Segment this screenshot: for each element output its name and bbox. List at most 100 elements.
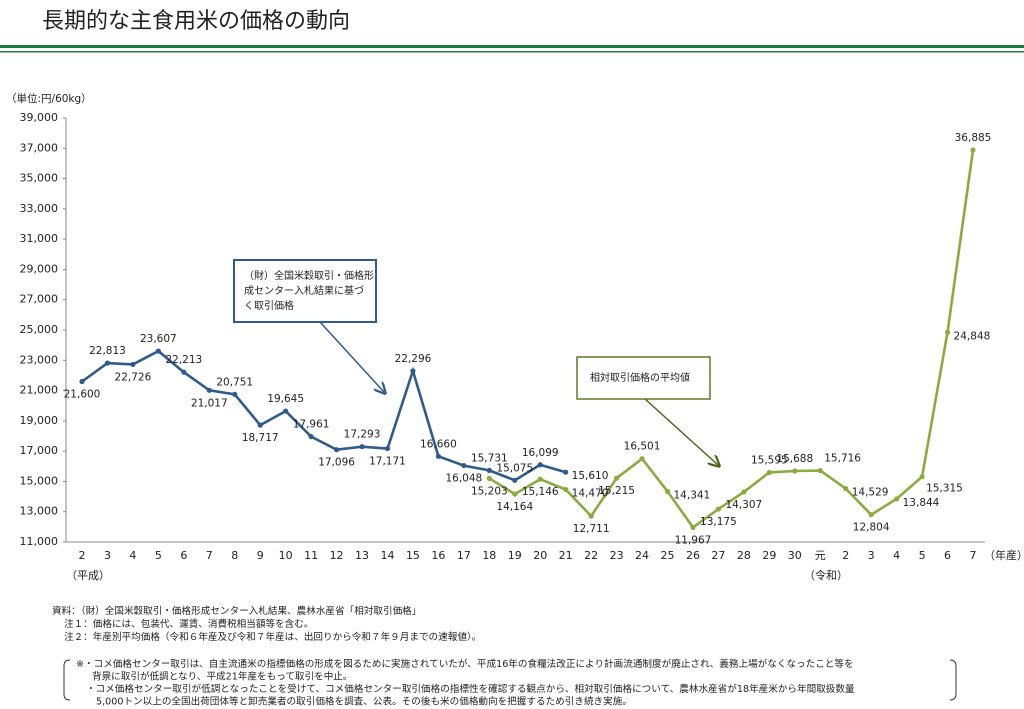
data-point <box>588 513 594 519</box>
x-tick-label: 3 <box>868 549 875 562</box>
value-label: 15,215 <box>598 485 635 497</box>
annotation-arrow <box>319 321 384 392</box>
value-label: 14,307 <box>726 499 763 511</box>
value-label: 17,171 <box>369 456 406 468</box>
value-label: 21,017 <box>191 397 228 409</box>
x-tick-label: 5 <box>155 549 162 562</box>
data-point <box>715 506 722 512</box>
y-tick-label: 31,000 <box>20 232 59 245</box>
era-label: （令和） <box>804 568 848 582</box>
data-point <box>919 474 925 480</box>
remark: ・コメ価格センター取引が低調となったことを受けて、コメ価格センター取引価格の指標… <box>86 683 855 695</box>
unit-label: （単位:円/60kg） <box>6 92 92 105</box>
y-tick-label: 29,000 <box>20 262 59 275</box>
data-point <box>155 348 161 354</box>
data-point <box>130 361 136 368</box>
x-tick-label: 3 <box>104 549 111 562</box>
data-point <box>563 469 569 475</box>
value-label: 17,961 <box>293 419 330 431</box>
x-tick-label: 元 <box>815 549 826 562</box>
value-label: 15,610 <box>572 470 609 482</box>
value-label: 12,711 <box>573 523 610 535</box>
data-point <box>486 467 492 473</box>
x-unit: （年産） <box>984 548 1024 562</box>
x-tick-label: 15 <box>406 549 420 562</box>
value-label: 13,175 <box>700 516 737 528</box>
y-tick-label: 17,000 <box>20 444 59 457</box>
value-label: 16,048 <box>445 473 482 485</box>
x-tick-label: 30 <box>788 549 802 562</box>
y-tick-label: 11,000 <box>20 535 59 548</box>
x-tick-label: 23 <box>610 549 624 562</box>
value-label: 13,844 <box>903 497 940 509</box>
x-tick-label: 14 <box>380 549 394 562</box>
data-point <box>384 445 391 452</box>
x-tick-label: 7 <box>970 549 977 562</box>
x-tick-label: 2 <box>842 549 849 562</box>
era-label: （平成） <box>66 569 110 582</box>
x-tick-label: 4 <box>893 549 900 562</box>
value-label: 15,075 <box>496 462 533 474</box>
y-tick-label: 37,000 <box>20 141 59 154</box>
value-label: 15,595 <box>751 454 788 466</box>
x-tick-label: 25 <box>661 549 675 562</box>
data-point <box>308 433 314 440</box>
value-label: 20,751 <box>216 376 253 388</box>
data-point <box>537 462 543 468</box>
data-point <box>741 489 747 495</box>
y-tick-label: 19,000 <box>20 414 59 427</box>
remark: 5,000トン以上の全国出荷団体等と卸売業者の取引価格を調査、公表。その後も米の… <box>96 696 632 708</box>
data-point <box>333 447 340 453</box>
value-label: 15,716 <box>824 453 861 465</box>
data-point <box>257 422 263 428</box>
x-tick-label: 2 <box>79 549 86 562</box>
source-note: 注２：年産別平均価格（令和６年産及び令和７年産は、出回りから令和７年９月までの速… <box>64 631 481 643</box>
value-label: 14,470 <box>572 487 609 499</box>
value-label: 15,688 <box>776 453 813 465</box>
data-point <box>181 369 187 375</box>
x-tick-label: 8 <box>231 549 238 562</box>
value-label: 15,315 <box>926 483 963 495</box>
x-tick-label: 7 <box>206 549 213 562</box>
value-label: 16,099 <box>522 447 559 459</box>
value-label: 16,660 <box>420 438 457 450</box>
y-tick-label: 23,000 <box>20 353 59 366</box>
x-tick-label: 11 <box>304 549 318 562</box>
data-point <box>690 524 696 530</box>
value-label: 16,501 <box>624 441 661 453</box>
value-label: 17,096 <box>318 457 355 469</box>
data-point <box>79 378 85 385</box>
data-point <box>410 368 416 374</box>
value-label: 18,717 <box>242 432 279 444</box>
source-note: 注１：価格には、包装代、運賃、消費税相当額等を含む。 <box>64 618 313 630</box>
x-tick-label: 26 <box>686 549 700 562</box>
value-label: 15,203 <box>471 485 508 497</box>
title-rule <box>0 51 1024 53</box>
x-tick-label: 4 <box>129 549 136 562</box>
value-label: 14,529 <box>852 487 889 499</box>
value-label: 23,607 <box>140 333 177 345</box>
data-point <box>944 329 951 335</box>
value-label: 11,967 <box>675 534 712 546</box>
y-tick-label: 25,000 <box>20 323 59 336</box>
data-point <box>817 467 823 474</box>
data-point <box>563 486 569 493</box>
x-tick-label: 22 <box>584 549 598 562</box>
x-tick-label: 6 <box>180 549 187 562</box>
y-tick-label: 39,000 <box>20 111 59 124</box>
data-point <box>970 147 976 153</box>
value-label: 21,600 <box>64 388 101 400</box>
data-point <box>664 488 671 495</box>
value-label: 19,645 <box>267 393 304 405</box>
x-tick-label: 16 <box>431 549 445 562</box>
data-point <box>104 360 111 366</box>
data-point <box>843 485 849 492</box>
x-tick-label: 21 <box>559 549 573 562</box>
y-tick-label: 13,000 <box>20 505 59 518</box>
x-tick-label: 6 <box>944 549 951 562</box>
data-point <box>894 496 900 502</box>
y-tick-label: 21,000 <box>20 384 59 397</box>
y-tick-label: 27,000 <box>20 293 59 306</box>
data-point <box>359 444 365 450</box>
value-label: 24,848 <box>954 330 991 342</box>
